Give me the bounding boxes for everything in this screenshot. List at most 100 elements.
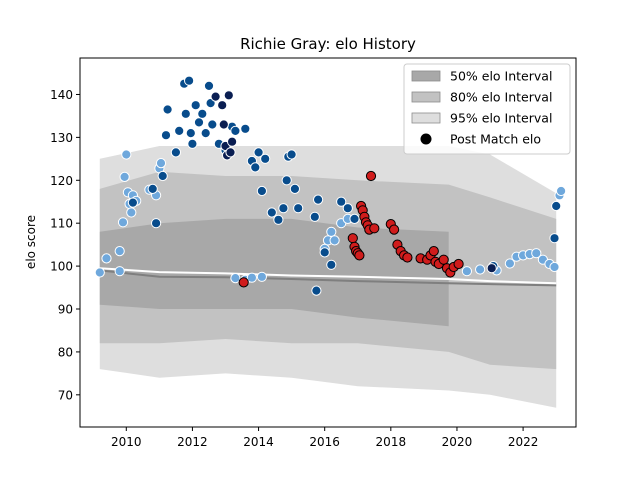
post-match-elo-point <box>127 197 138 208</box>
legend-label: Post Match elo <box>450 132 541 147</box>
post-match-elo-point <box>117 217 129 228</box>
post-match-elo-point <box>289 183 300 194</box>
post-match-elo-point <box>151 218 162 229</box>
post-match-elo-point <box>453 258 464 270</box>
legend-marker-icon <box>420 133 432 145</box>
post-match-elo-point <box>309 211 320 222</box>
post-match-elo-point <box>342 203 353 214</box>
post-match-elo-point <box>311 285 322 296</box>
post-match-elo-point <box>157 170 168 182</box>
y-tick-label: 100 <box>50 260 73 274</box>
legend-item-band95: 95% elo Interval <box>411 111 552 126</box>
post-match-elo-point <box>281 175 292 186</box>
post-match-elo-point <box>101 253 112 264</box>
post-match-elo-point <box>155 158 167 169</box>
post-match-elo-point <box>260 153 271 164</box>
x-tick-label: 2022 <box>508 435 539 449</box>
x-tick-label: 2016 <box>309 435 340 449</box>
post-match-elo-point <box>147 183 158 194</box>
chart-title: Richie Gray: elo History <box>240 35 416 53</box>
x-tick-label: 2014 <box>243 435 274 449</box>
post-match-elo-point <box>203 80 215 92</box>
post-match-elo-point <box>336 196 347 207</box>
post-match-elo-point <box>504 258 515 269</box>
post-match-elo-point <box>461 266 472 277</box>
legend-label: 50% elo Interval <box>450 69 552 84</box>
post-match-elo-point <box>369 223 380 234</box>
post-match-elo-point <box>223 90 234 101</box>
post-match-elo-point <box>551 200 562 212</box>
post-match-elo-point <box>197 108 208 119</box>
y-tick-label: 130 <box>50 131 73 145</box>
post-match-elo-point <box>160 130 172 141</box>
post-match-elo-point <box>354 250 365 261</box>
median-elo-line <box>99 269 557 287</box>
x-tick-label: 2020 <box>442 435 473 449</box>
post-match-elo-point <box>475 264 486 275</box>
post-match-elo-point <box>549 261 560 273</box>
series-dark_blue <box>127 75 562 296</box>
post-match-elo-point <box>187 138 198 149</box>
legend-box <box>403 63 571 155</box>
post-match-elo-point <box>349 213 360 224</box>
series-navy <box>210 90 497 274</box>
post-match-elo-point <box>266 207 277 218</box>
post-match-elo-point <box>170 147 181 158</box>
post-match-elo-point <box>94 267 105 278</box>
post-match-elo-point <box>185 128 196 139</box>
legend-label: 80% elo Interval <box>450 90 552 105</box>
mean-elo-line <box>99 267 557 285</box>
post-match-elo-point <box>180 108 191 119</box>
legend-label: 95% elo Interval <box>450 111 552 126</box>
post-match-elo-point <box>162 104 173 115</box>
post-match-elo-point <box>114 266 125 277</box>
post-match-elo-point <box>190 100 201 111</box>
legend-item-marker: Post Match elo <box>420 132 541 147</box>
y-tick-label: 90 <box>58 303 73 317</box>
post-match-elo-point <box>217 100 228 111</box>
post-match-elo-point <box>313 194 324 205</box>
post-match-elo-point <box>253 147 264 158</box>
post-match-elo-point <box>347 233 358 244</box>
post-match-elo-point <box>218 119 229 130</box>
post-match-elo-point <box>319 247 330 258</box>
post-match-elo-point <box>246 272 257 283</box>
post-match-elo-point <box>329 235 340 246</box>
post-match-elo-point <box>230 273 241 284</box>
legend-swatch <box>411 70 441 82</box>
legend-item-band50: 50% elo Interval <box>411 69 552 84</box>
post-match-elo-point <box>365 170 377 182</box>
post-match-elo-point <box>193 117 205 128</box>
x-tick-label: 2010 <box>111 435 142 449</box>
post-match-elo-point <box>184 75 195 86</box>
post-match-elo-point <box>389 224 400 235</box>
post-match-elo-point <box>238 277 249 288</box>
post-match-elo-point <box>556 185 567 197</box>
post-match-elo-point <box>225 147 236 158</box>
post-match-elo-point <box>256 271 267 282</box>
post-match-elo-point <box>240 123 251 134</box>
plot-frame <box>79 57 577 428</box>
post-match-elo-point <box>200 128 211 139</box>
post-match-elo-point <box>486 263 497 274</box>
series-red <box>238 170 464 288</box>
post-match-elo-point <box>531 248 542 259</box>
post-match-elo-point <box>230 125 241 136</box>
post-match-elo-point <box>256 185 267 197</box>
post-match-elo-point <box>273 214 284 225</box>
y-tick-label: 80 <box>58 345 73 359</box>
post-match-elo-point <box>402 252 413 263</box>
post-match-elo-point <box>227 136 238 147</box>
post-match-elo-point <box>119 171 130 182</box>
post-match-elo-point <box>114 246 125 257</box>
plot-area <box>94 75 567 408</box>
post-match-elo-point <box>126 207 137 218</box>
legend-item-band80: 80% elo Interval <box>411 90 552 105</box>
legend-swatch <box>411 112 441 124</box>
y-tick-label: 110 <box>50 217 73 231</box>
legend: 50% elo Interval 80% elo Interval 95% elo … <box>403 63 571 155</box>
post-match-elo-point <box>438 254 449 265</box>
y-tick-label: 120 <box>50 174 73 188</box>
post-match-elo-point <box>174 125 185 136</box>
